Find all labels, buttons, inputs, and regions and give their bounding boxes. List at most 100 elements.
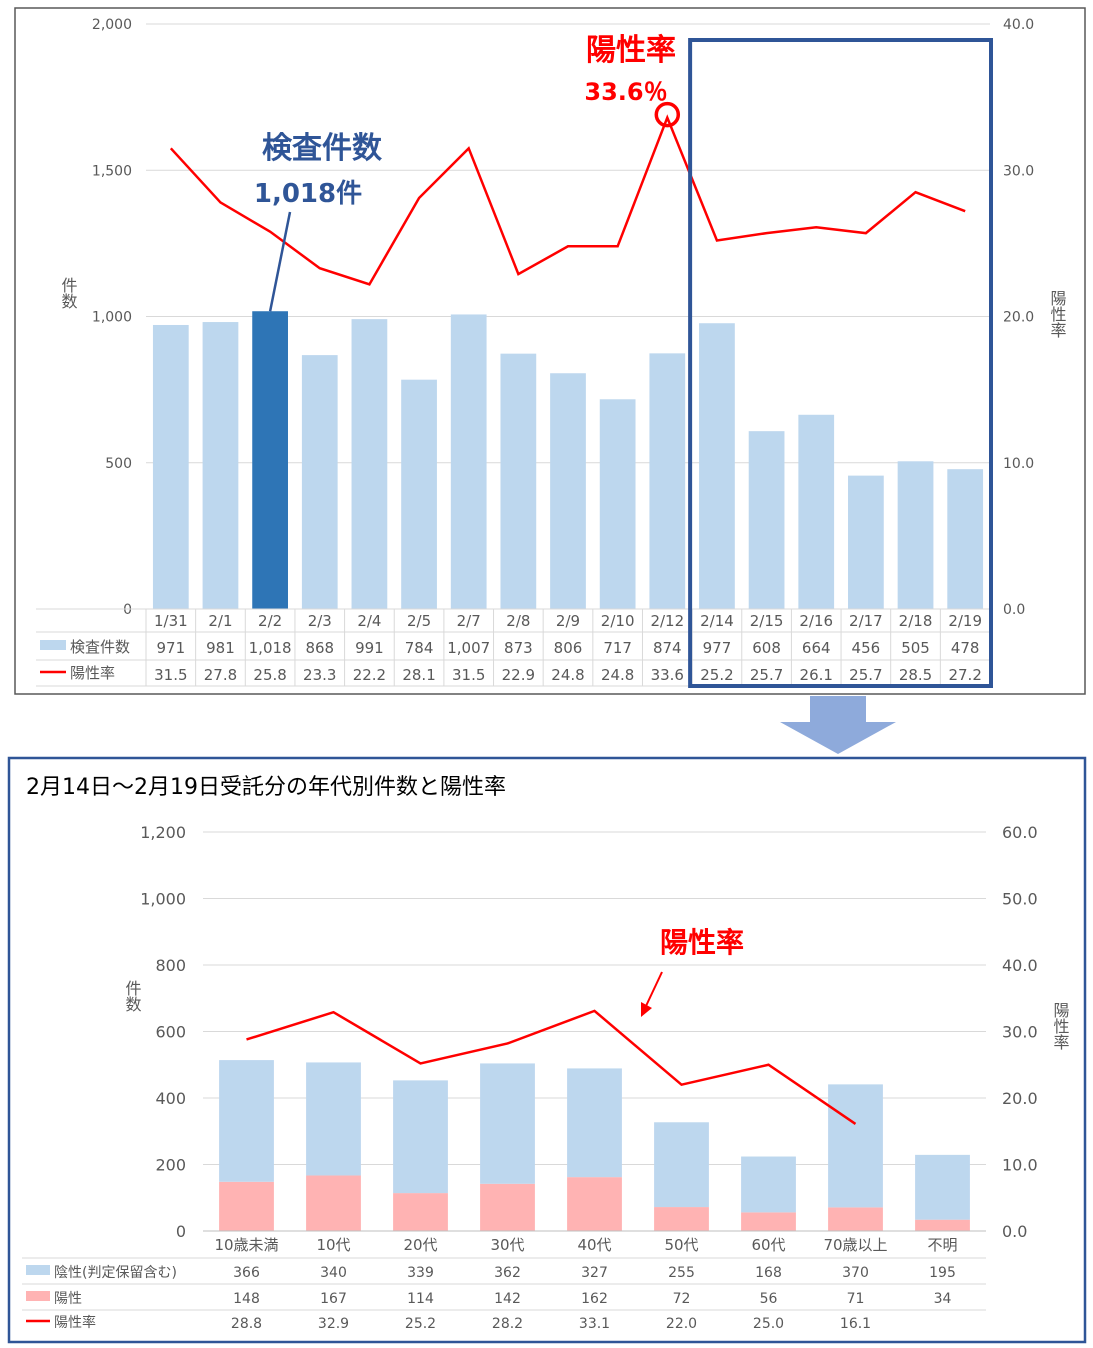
tests-value-label: 608 [752, 639, 781, 657]
right-tick-label: 0.0 [1002, 1222, 1027, 1241]
x-tick-label: 40代 [577, 1236, 611, 1254]
rate-value-label: 31.5 [154, 666, 187, 684]
negative-value-label: 366 [233, 1265, 260, 1281]
negative-value-label: 340 [320, 1265, 347, 1281]
x-tick-label: 10歳未満 [214, 1236, 278, 1254]
peak-rate-marker [654, 101, 681, 128]
x-tick-label: 2/7 [457, 612, 481, 630]
highlight-period-box [688, 38, 994, 688]
down-arrow-shape [780, 696, 896, 754]
x-tick-label: 2/5 [407, 612, 431, 630]
annotation-rate-arrowhead [641, 1002, 652, 1017]
tests-value-label: 868 [305, 639, 334, 657]
tests-value-label: 981 [206, 639, 235, 657]
tests-value-label: 478 [951, 639, 980, 657]
rate-value-label: 28.2 [492, 1316, 523, 1332]
x-tick-label: 2/4 [357, 612, 381, 630]
rate-value-label: 25.7 [849, 666, 882, 684]
bar-tests-2/14 [699, 323, 735, 609]
bar-negative-30代 [480, 1063, 535, 1184]
negative-value-label: 370 [842, 1265, 869, 1281]
bar-tests-2/7 [450, 314, 487, 609]
left-tick-label: 400 [155, 1089, 186, 1108]
left-axis-title: 件数 [59, 277, 78, 309]
left-tick-label: 200 [155, 1156, 186, 1175]
left-tick-label: 1,500 [92, 163, 132, 179]
tests-value-label: 991 [355, 639, 384, 657]
annotation-rate-arrow [645, 971, 663, 1007]
x-tick-label: 2/3 [308, 612, 332, 630]
rate-value-label: 25.8 [253, 666, 286, 684]
bar-negative-不明 [915, 1154, 970, 1220]
positive-value-label: 72 [673, 1291, 691, 1307]
bar-positive-不明 [915, 1219, 970, 1231]
left-tick-label: 0 [123, 602, 132, 618]
tests-value-label: 971 [157, 639, 186, 657]
right-axis-title-bottom: 陽性率 [1051, 1002, 1070, 1050]
left-tick-label: 1,200 [140, 823, 186, 842]
x-tick-label: 2/10 [601, 612, 635, 630]
legend-tests-swatch [40, 640, 66, 650]
tests-value-label: 784 [405, 639, 434, 657]
left-tick-label: 0 [176, 1222, 186, 1241]
bar-negative-70歳以上 [828, 1084, 883, 1208]
rate-value-label: 33.6 [651, 666, 684, 684]
x-tick-label: 2/19 [948, 612, 982, 630]
bar-negative-40代 [567, 1068, 622, 1178]
bar-tests-2/16 [798, 414, 835, 609]
bar-negative-10代 [306, 1062, 361, 1176]
x-tick-label: 2/12 [650, 612, 684, 630]
rate-value-label: 28.5 [899, 666, 932, 684]
bar-tests-2/9 [550, 373, 586, 609]
negative-value-label: 327 [581, 1265, 608, 1281]
rate-value-label: 23.3 [303, 666, 336, 684]
x-tick-label: 70歳以上 [823, 1236, 887, 1254]
tests-value-label: 717 [603, 639, 632, 657]
bottom-chart-title: 2月14日～2月19日受託分の年代別件数と陽性率 [26, 775, 506, 800]
left-tick-label: 500 [105, 456, 132, 472]
tests-value-label: 806 [554, 639, 583, 657]
positive-value-label: 162 [581, 1291, 608, 1307]
rate-value-label: 16.1 [840, 1316, 871, 1332]
legend-tests-label: 検査件数 [70, 638, 130, 656]
x-tick-label: 10代 [316, 1236, 350, 1254]
left-tick-label: 1,000 [140, 890, 186, 909]
tests-value-label: 873 [504, 639, 533, 657]
x-tick-label: 2/14 [700, 612, 734, 630]
positive-value-label: 114 [407, 1291, 434, 1307]
legend-negative-label: 陰性(判定保留含む) [54, 1265, 177, 1281]
left-tick-label: 600 [155, 1023, 186, 1042]
bar-positive-50代 [654, 1207, 709, 1231]
bar-negative-60代 [741, 1156, 796, 1213]
rate-value-label: 25.0 [753, 1316, 784, 1332]
rate-value-label: 31.5 [452, 666, 485, 684]
bar-positive-40代 [567, 1177, 622, 1231]
bar-tests-2/4 [351, 319, 388, 609]
right-tick-label: 20.0 [1002, 1089, 1038, 1108]
rate-value-label: 22.9 [502, 666, 535, 684]
positive-value-label: 71 [847, 1291, 865, 1307]
annotation-rate-title: 陽性率 [586, 33, 676, 68]
rate-value-label: 25.7 [750, 666, 783, 684]
bar-positive-60代 [741, 1212, 796, 1231]
bar-tests-2/3 [301, 355, 338, 609]
bar-tests-2/17 [848, 475, 884, 609]
right-tick-label: 40.0 [1003, 17, 1034, 33]
x-tick-label: 2/2 [258, 612, 282, 630]
legend-negative-swatch [26, 1265, 50, 1275]
x-tick-label: 2/17 [849, 612, 883, 630]
tests-value-label: 456 [852, 639, 881, 657]
bar-tests-2/2 [252, 311, 288, 609]
bar-tests-2/10 [599, 399, 636, 609]
annotation-tests-pointer [268, 211, 292, 312]
bar-tests-2/8 [500, 353, 537, 609]
bar-positive-10歳未満 [219, 1181, 274, 1231]
bar-negative-20代 [393, 1080, 448, 1194]
negative-value-label: 168 [755, 1265, 782, 1281]
left-tick-label: 1,000 [92, 310, 132, 326]
rate-value-label: 24.8 [551, 666, 584, 684]
left-axis-title-bottom: 件数 [123, 980, 142, 1012]
x-tick-label: 2/8 [506, 612, 530, 630]
rate-value-label: 27.2 [948, 666, 981, 684]
